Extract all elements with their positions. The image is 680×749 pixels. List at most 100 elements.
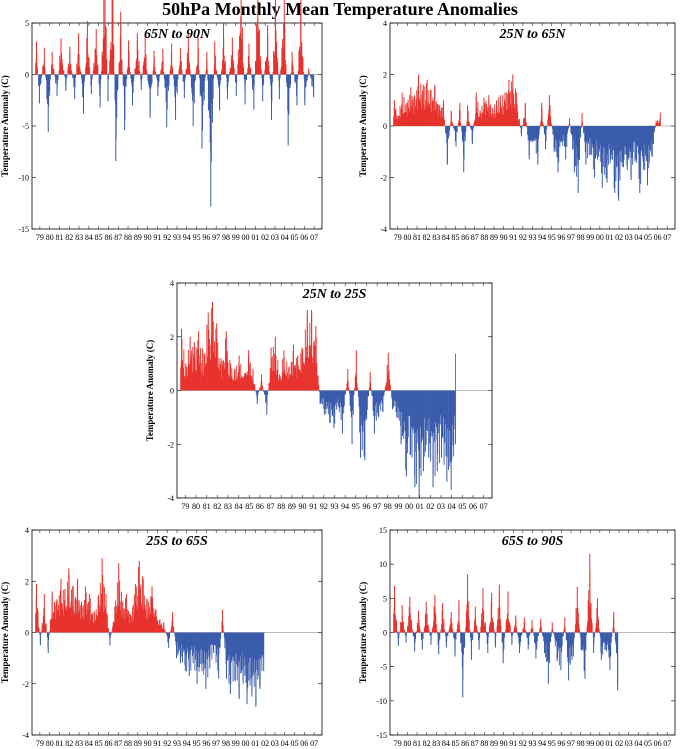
anomaly-bar xyxy=(42,65,44,75)
anomaly-bar xyxy=(250,376,252,391)
anomaly-bar xyxy=(492,110,494,126)
anomaly-bar xyxy=(483,623,485,633)
anomaly-peak-bar xyxy=(441,390,443,458)
anomaly-bar xyxy=(347,381,348,391)
anomaly-bar xyxy=(639,126,641,154)
x-tick-label: 04 xyxy=(281,739,289,748)
anomaly-bar xyxy=(406,390,408,443)
anomaly-peak-bar xyxy=(397,632,399,647)
anomaly-bar xyxy=(297,74,299,79)
anomaly-bar xyxy=(437,632,439,645)
anomaly-bar xyxy=(266,390,268,405)
anomaly-bar xyxy=(67,606,69,633)
anomaly-bar xyxy=(396,619,397,633)
anomaly-peak-bar xyxy=(355,350,357,391)
anomaly-bar xyxy=(499,619,501,633)
anomaly-bar xyxy=(369,383,371,391)
anomaly-peak-bar xyxy=(192,632,194,664)
anomaly-bar xyxy=(659,120,661,126)
anomaly-bar xyxy=(606,126,608,150)
anomaly-bar xyxy=(257,19,259,75)
anomaly-bar xyxy=(453,390,455,457)
anomaly-bar xyxy=(285,64,287,75)
anomaly-bar xyxy=(63,600,65,633)
anomaly-bar xyxy=(639,126,640,167)
anomaly-bar xyxy=(289,74,290,89)
anomaly-bar xyxy=(558,632,560,648)
anomaly-bar xyxy=(96,615,98,633)
anomaly-bar xyxy=(226,353,228,391)
anomaly-bar xyxy=(136,586,138,633)
anomaly-bar xyxy=(413,110,415,126)
anomaly-bar xyxy=(165,632,167,634)
anomaly-bar xyxy=(644,126,646,156)
anomaly-bar xyxy=(474,119,476,126)
anomaly-bar xyxy=(616,126,617,168)
anomaly-bar xyxy=(393,607,395,633)
anomaly-bar xyxy=(424,390,426,418)
anomaly-bar xyxy=(566,632,568,657)
anomaly-bar xyxy=(281,39,283,75)
anomaly-bar xyxy=(416,622,418,633)
anomaly-bar xyxy=(81,607,83,633)
anomaly-bar xyxy=(187,349,189,391)
anomaly-bar xyxy=(491,113,493,126)
anomaly-peak-bar xyxy=(515,615,517,633)
anomaly-bar xyxy=(213,352,215,391)
anomaly-bar xyxy=(268,65,270,75)
anomaly-bar xyxy=(68,573,70,633)
anomaly-bar xyxy=(48,74,50,107)
anomaly-bar xyxy=(341,390,343,417)
anomaly-bar xyxy=(557,632,559,659)
anomaly-bar xyxy=(79,69,81,75)
anomaly-bar xyxy=(94,621,96,633)
anomaly-bar xyxy=(616,632,617,654)
anomaly-bar xyxy=(457,122,459,126)
anomaly-peak-bar xyxy=(185,363,187,391)
anomaly-peak-bar xyxy=(266,390,268,415)
anomaly-bar xyxy=(190,74,192,88)
anomaly-bar xyxy=(135,61,137,75)
anomaly-bar xyxy=(500,105,502,126)
anomaly-bar xyxy=(425,390,427,445)
anomaly-bar xyxy=(415,632,417,634)
x-tick-label: 88 xyxy=(124,233,132,242)
anomaly-bar xyxy=(418,619,420,633)
anomaly-bar xyxy=(123,609,125,633)
anomaly-peak-bar xyxy=(142,578,144,633)
plot-frame xyxy=(31,22,323,230)
anomaly-bar xyxy=(197,62,199,75)
anomaly-bar xyxy=(230,377,231,391)
anomaly-bar xyxy=(440,629,442,633)
anomaly-bar xyxy=(108,74,109,80)
anomaly-bar xyxy=(410,621,412,633)
anomaly-bar xyxy=(201,348,203,391)
anomaly-bar xyxy=(119,61,121,75)
anomaly-bar xyxy=(451,390,453,426)
anomaly-bar xyxy=(548,109,550,126)
anomaly-bar xyxy=(403,97,405,126)
anomaly-bar xyxy=(93,623,95,633)
anomaly-bar xyxy=(253,383,255,391)
anomaly-bar xyxy=(428,631,430,633)
anomaly-bar xyxy=(338,390,340,413)
anomaly-bar xyxy=(405,104,407,126)
anomaly-bar xyxy=(214,632,216,646)
anomaly-bar xyxy=(558,126,560,140)
anomaly-bar xyxy=(418,390,419,451)
anomaly-bar xyxy=(527,632,529,637)
anomaly-bar xyxy=(180,61,182,75)
anomaly-bar xyxy=(521,126,523,130)
anomaly-bar xyxy=(233,370,235,391)
anomaly-bar xyxy=(120,58,122,75)
anomaly-bar xyxy=(191,350,192,391)
anomaly-bar xyxy=(442,107,444,126)
anomaly-bar xyxy=(643,126,645,159)
x-tick-label: 96 xyxy=(202,233,210,242)
anomaly-bar xyxy=(611,126,613,155)
anomaly-bar xyxy=(593,126,595,147)
anomaly-bar xyxy=(517,119,519,126)
anomaly-bar xyxy=(214,55,216,75)
anomaly-bar xyxy=(395,390,396,402)
anomaly-peak-bar xyxy=(84,586,86,633)
